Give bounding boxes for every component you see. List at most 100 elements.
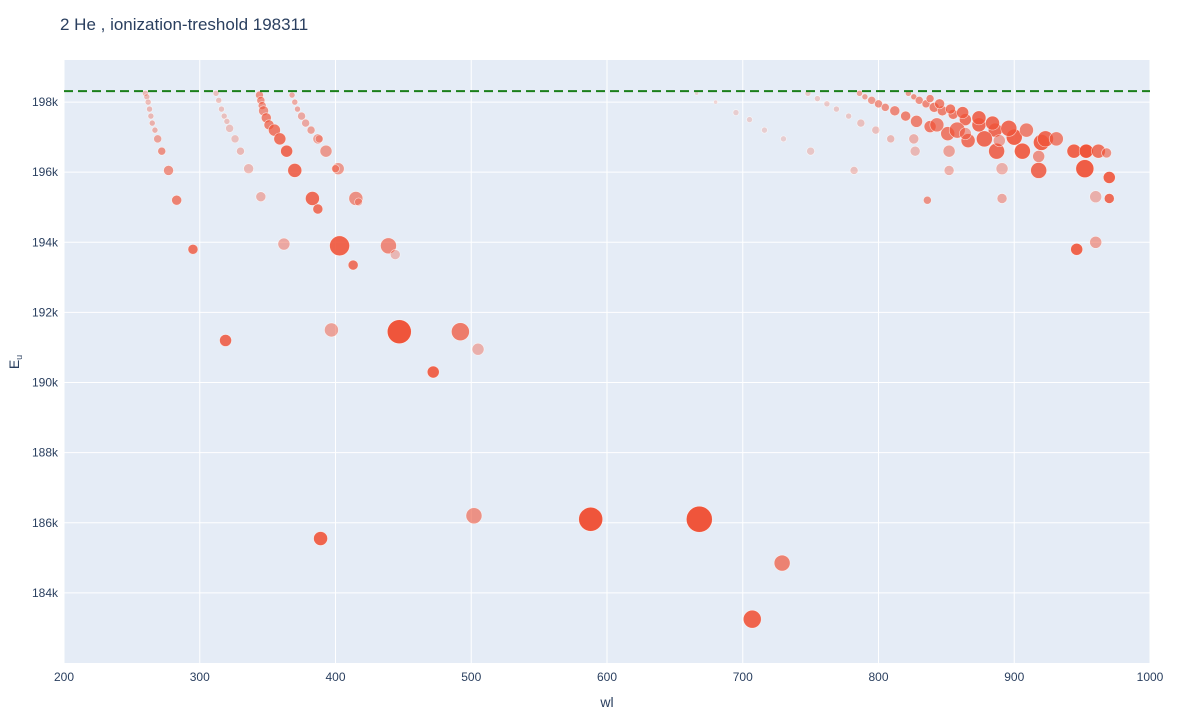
x-axis-label: wl: [599, 694, 613, 710]
data-point: [230, 134, 240, 144]
data-point: [845, 112, 852, 120]
data-point: [1070, 243, 1083, 256]
data-point: [959, 127, 972, 140]
data-point: [889, 105, 901, 117]
data-point: [151, 126, 159, 134]
data-point: [1101, 147, 1112, 159]
data-point: [273, 132, 287, 146]
data-point: [389, 249, 401, 260]
chart-title: 2 He , ionization-treshold 198311: [60, 15, 308, 34]
data-point: [993, 134, 1006, 147]
data-point: [148, 119, 156, 127]
data-point: [923, 195, 932, 205]
data-point: [329, 235, 350, 257]
data-point: [147, 112, 155, 120]
x-tick-label: 500: [461, 670, 481, 684]
data-point: [908, 133, 920, 145]
data-point: [1066, 143, 1082, 159]
data-point: [996, 193, 1008, 204]
data-point: [1030, 162, 1047, 179]
y-tick-label: 198k: [32, 95, 59, 109]
data-point: [288, 91, 296, 99]
data-point: [319, 144, 333, 158]
data-point: [277, 237, 291, 251]
data-point: [1075, 159, 1095, 178]
y-tick-label: 192k: [32, 305, 59, 319]
y-tick-label: 188k: [32, 446, 59, 460]
data-point: [451, 322, 470, 342]
data-point: [297, 111, 306, 121]
data-point: [1049, 131, 1064, 147]
data-point: [925, 94, 935, 103]
data-point: [312, 203, 324, 215]
data-point: [163, 165, 174, 176]
data-point: [914, 96, 924, 105]
data-markers: [142, 90, 1116, 629]
data-point: [1078, 143, 1094, 159]
data-point: [142, 90, 149, 97]
data-point: [225, 124, 234, 133]
data-point: [218, 105, 225, 113]
data-point: [874, 99, 883, 109]
data-point: [900, 110, 911, 122]
data-point: [215, 97, 223, 104]
data-point: [171, 194, 182, 206]
data-point: [686, 505, 713, 533]
data-point: [1102, 171, 1116, 184]
x-tick-label: 1000: [1137, 670, 1164, 684]
data-point: [856, 90, 863, 97]
data-point: [956, 106, 969, 119]
data-point: [909, 145, 921, 157]
data-point: [354, 197, 363, 207]
axis-ticks: 200 300 400 500 600 700 800 900 1000 184k 186k 188k…: [32, 95, 1164, 684]
data-point: [985, 115, 1000, 131]
data-point: [1014, 142, 1031, 160]
data-point: [833, 105, 840, 113]
data-point: [1019, 122, 1034, 138]
data-point: [220, 112, 228, 120]
data-point: [471, 342, 485, 356]
data-point: [871, 125, 881, 135]
data-point: [867, 96, 877, 105]
data-point: [144, 98, 152, 106]
data-point: [387, 319, 412, 345]
data-point: [1000, 120, 1018, 137]
data-point: [157, 146, 167, 156]
y-tick-label: 196k: [32, 165, 59, 179]
data-point: [849, 166, 859, 175]
data-point: [312, 133, 324, 145]
data-point: [823, 100, 831, 108]
data-point: [945, 103, 956, 115]
data-point: [146, 105, 153, 113]
data-point: [886, 134, 896, 144]
data-point: [301, 118, 310, 128]
data-point: [861, 93, 869, 101]
data-point: [929, 117, 945, 133]
data-point: [971, 110, 987, 126]
data-point: [306, 125, 316, 135]
data-point: [291, 98, 299, 106]
data-point: [294, 105, 301, 113]
x-tick-label: 800: [868, 670, 888, 684]
data-point: [324, 322, 339, 338]
data-point: [347, 259, 359, 271]
data-point: [713, 99, 718, 105]
data-point: [742, 609, 762, 629]
data-point: [995, 162, 1009, 175]
data-point: [287, 163, 303, 178]
x-tick-label: 600: [597, 670, 617, 684]
data-point: [814, 95, 821, 102]
data-point: [746, 116, 753, 123]
data-point: [331, 164, 340, 173]
data-point: [1089, 236, 1102, 249]
data-point: [212, 90, 220, 97]
data-point: [880, 103, 890, 112]
data-point: [773, 554, 791, 572]
data-point: [187, 244, 199, 255]
data-point: [465, 507, 483, 525]
x-tick-label: 200: [54, 670, 74, 684]
data-point: [348, 191, 364, 206]
data-point: [910, 115, 923, 128]
data-point: [153, 134, 162, 144]
